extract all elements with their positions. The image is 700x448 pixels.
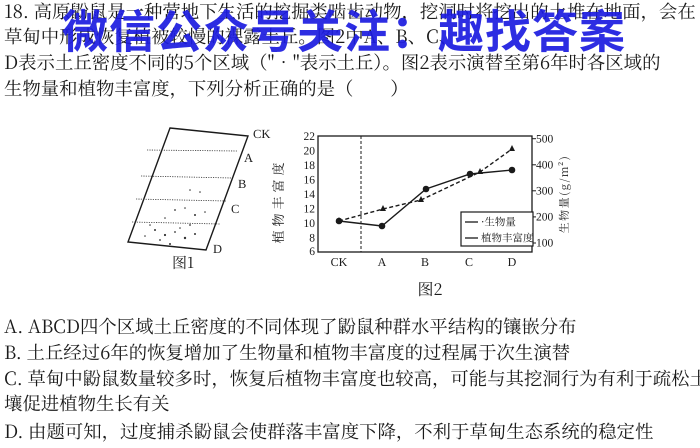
svg-text:B: B [421,255,429,269]
svg-text:植物丰富度: 植物丰富度 [481,231,534,246]
svg-text:10: 10 [304,218,316,230]
svg-text:400: 400 [536,160,554,172]
svg-text:图1: 图1 [172,252,194,273]
svg-text:生物量(g/m²): 生物量(g/m²) [556,155,572,234]
svg-text:A: A [378,255,387,269]
svg-text:12: 12 [304,204,316,216]
svg-text:·生物量: ·生物量 [481,215,516,230]
svg-text:C: C [465,255,473,269]
svg-text:D: D [213,242,222,256]
svg-text:D: D [508,255,517,269]
svg-text:植物丰富度: 植物丰富度 [268,158,287,243]
svg-text:500: 500 [536,134,554,146]
svg-text:B: B [238,177,246,191]
svg-text:A: A [244,151,253,165]
svg-text:C: C [231,202,239,216]
svg-text:22: 22 [304,131,316,143]
svg-text:14: 14 [304,189,316,201]
svg-text:200: 200 [536,212,554,224]
svg-text:8: 8 [309,233,315,245]
svg-text:CK: CK [331,255,348,269]
svg-text:图2: 图2 [418,277,443,300]
svg-text:20: 20 [304,146,316,158]
svg-text:16: 16 [304,175,316,187]
svg-text:18: 18 [304,160,316,172]
svg-text:CK: CK [253,127,270,141]
svg-text:6: 6 [309,246,315,258]
svg-text:100: 100 [536,238,554,250]
svg-text:300: 300 [536,186,554,198]
